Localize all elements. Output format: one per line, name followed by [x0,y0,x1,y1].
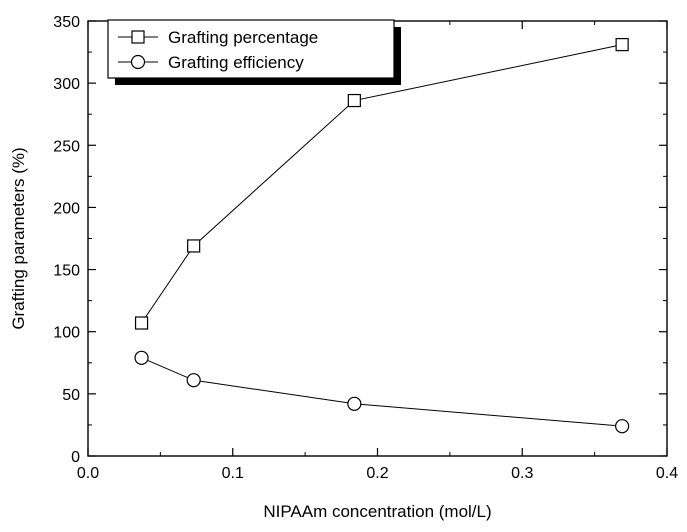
x-tick-label: 0.4 [656,465,678,482]
data-point-square [347,93,361,108]
series-layer [134,38,630,434]
y-tick-label: 150 [53,263,80,280]
y-tick-label: 300 [53,76,80,93]
x-tick-label: 0.0 [77,465,99,482]
y-tick-label: 250 [53,138,80,155]
legend-label: Grafting percentage [168,28,318,47]
legend-square-marker [131,30,145,44]
legend-circle-marker [130,54,146,70]
data-point-circle [347,396,362,411]
legend-box [107,19,395,79]
x-tick-label: 0.3 [511,465,533,482]
y-tick-label: 350 [53,14,80,31]
series-grafting-efficiency [134,350,630,434]
series-line [141,44,623,324]
legend: Grafting percentage Grafting efficiency [107,19,401,85]
plot-frame [87,20,668,457]
y-tick-label: 200 [53,200,80,217]
legend-label: Grafting efficiency [168,53,304,72]
data-point-circle [134,350,149,365]
y-axis-title: Grafting parameters (%) [9,147,28,329]
y-tick-label: 0 [71,449,80,466]
data-point-square [187,239,201,253]
data-point-square [134,316,149,330]
series-grafting-percentage [134,38,629,330]
data-point-square [615,38,629,52]
x-tick-label: 0.2 [366,465,388,482]
series-line [141,357,623,427]
y-tick-label: 100 [53,325,80,342]
x-tick-label: 0.1 [222,465,244,482]
data-point-circle [615,419,630,434]
data-point-circle [186,373,201,388]
x-axis-title: NIPAAm concentration (mol/L) [263,502,491,521]
y-tick-label: 50 [62,387,80,404]
